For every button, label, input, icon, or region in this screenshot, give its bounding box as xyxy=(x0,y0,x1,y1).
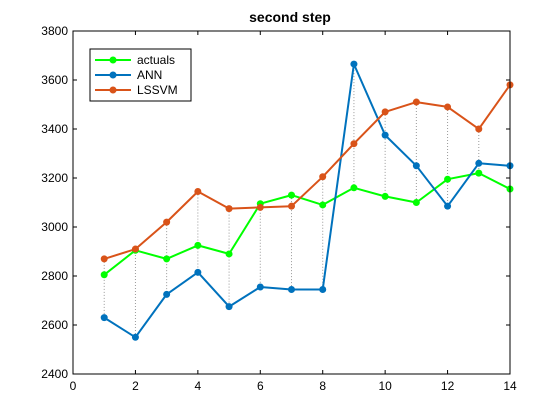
legend-item-actuals: actuals xyxy=(95,53,175,67)
chart-title: second step xyxy=(249,9,331,25)
data-point-ann-11 xyxy=(412,162,420,170)
x-tick-label: 12 xyxy=(441,379,455,393)
y-tick-label: 3200 xyxy=(41,171,68,185)
x-tick-label: 4 xyxy=(195,379,202,393)
data-point-ann-10 xyxy=(381,131,389,139)
legend-item-ann: ANN xyxy=(95,68,162,82)
series-line-lssvm xyxy=(103,84,511,260)
data-point-ann-7 xyxy=(288,285,295,293)
legend-label-actuals: actuals xyxy=(137,53,175,67)
data-point-actuals-10 xyxy=(381,192,389,200)
legend: actuals ANN LSSVM xyxy=(89,48,192,102)
data-point-ann-4 xyxy=(194,268,202,276)
data-point-lssvm-13 xyxy=(475,125,483,133)
data-point-actuals-1 xyxy=(100,271,108,279)
x-tick-label: 10 xyxy=(378,379,392,393)
data-point-lssvm-3 xyxy=(163,218,171,226)
data-point-lssvm-8 xyxy=(319,173,327,181)
y-tick-label: 3600 xyxy=(41,73,68,87)
data-point-lssvm-12 xyxy=(444,103,452,111)
series-line-ann xyxy=(103,63,511,339)
y-tick-label: 3400 xyxy=(41,122,68,136)
data-point-ann-1 xyxy=(100,314,108,322)
plot-layer xyxy=(100,60,514,341)
data-point-ann-13 xyxy=(475,159,483,167)
data-point-ann-3 xyxy=(163,290,171,298)
data-point-ann-8 xyxy=(319,285,327,293)
data-point-actuals-11 xyxy=(412,199,420,206)
data-point-actuals-8 xyxy=(319,201,327,209)
data-point-lssvm-7 xyxy=(288,202,295,210)
legend-marker-ann xyxy=(109,71,117,79)
data-point-lssvm-9 xyxy=(350,140,358,148)
y-tick-label: 2600 xyxy=(41,318,68,332)
legend-label-lssvm: LSSVM xyxy=(137,83,178,97)
x-tick-label: 8 xyxy=(319,379,326,393)
data-point-actuals-12 xyxy=(444,175,452,183)
y-tick-label: 2400 xyxy=(41,367,68,381)
data-point-ann-6 xyxy=(256,283,264,291)
x-tick-label: 0 xyxy=(70,379,77,393)
data-point-ann-9 xyxy=(350,60,358,68)
data-point-actuals-4 xyxy=(194,241,202,249)
data-point-lssvm-2 xyxy=(131,245,139,253)
data-point-ann-12 xyxy=(444,202,452,210)
y-tick-label: 2800 xyxy=(41,269,68,283)
x-tick-label: 14 xyxy=(503,379,517,393)
data-point-lssvm-1 xyxy=(100,255,108,263)
y-tick-label: 3000 xyxy=(41,220,68,234)
data-point-actuals-3 xyxy=(163,255,171,263)
data-point-lssvm-10 xyxy=(381,108,389,116)
data-point-lssvm-5 xyxy=(225,205,233,213)
legend-label-ann: ANN xyxy=(137,68,162,82)
legend-marker-actuals xyxy=(109,56,117,64)
data-point-lssvm-11 xyxy=(412,98,420,106)
x-tick-label: 2 xyxy=(132,379,139,393)
series-line-actuals xyxy=(103,172,511,276)
y-tick-label: 3800 xyxy=(41,24,68,38)
legend-marker-lssvm xyxy=(109,86,117,94)
plot-frame xyxy=(72,30,511,375)
legend-item-lssvm: LSSVM xyxy=(95,83,178,97)
data-point-actuals-7 xyxy=(288,191,295,199)
axes: 0 2 4 6 8 10 12 14 2400 2600 2800 3000 3200 3400 3600 3… xyxy=(41,24,517,393)
data-point-actuals-5 xyxy=(225,250,233,258)
data-point-lssvm-6 xyxy=(256,203,264,211)
data-point-ann-5 xyxy=(225,303,233,311)
data-point-ann-2 xyxy=(131,333,139,341)
data-point-actuals-13 xyxy=(475,169,483,177)
data-point-lssvm-4 xyxy=(194,187,202,195)
x-tick-label: 6 xyxy=(257,379,264,393)
data-point-actuals-9 xyxy=(350,184,358,192)
